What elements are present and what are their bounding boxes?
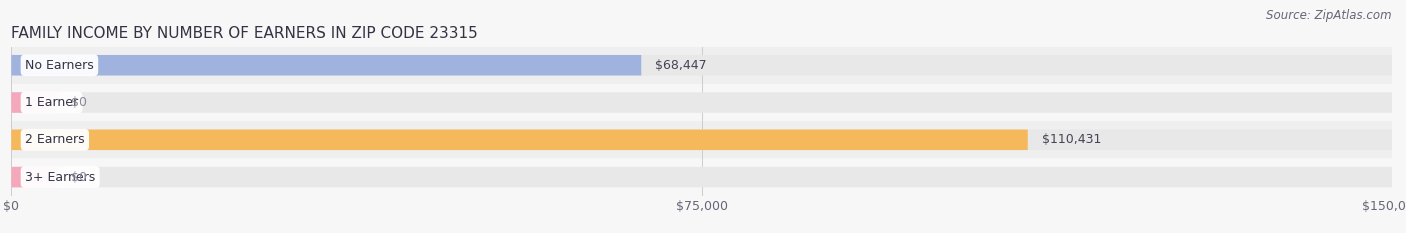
Text: Source: ZipAtlas.com: Source: ZipAtlas.com bbox=[1267, 9, 1392, 22]
FancyBboxPatch shape bbox=[11, 130, 1028, 150]
Text: $0: $0 bbox=[72, 171, 87, 184]
FancyBboxPatch shape bbox=[11, 92, 1392, 113]
Text: No Earners: No Earners bbox=[25, 59, 94, 72]
FancyBboxPatch shape bbox=[11, 84, 1392, 121]
FancyBboxPatch shape bbox=[11, 55, 641, 75]
FancyBboxPatch shape bbox=[11, 121, 1392, 158]
FancyBboxPatch shape bbox=[11, 167, 58, 187]
Text: 1 Earner: 1 Earner bbox=[25, 96, 79, 109]
FancyBboxPatch shape bbox=[11, 55, 1392, 75]
Text: $68,447: $68,447 bbox=[655, 59, 707, 72]
FancyBboxPatch shape bbox=[11, 167, 1392, 187]
FancyBboxPatch shape bbox=[11, 158, 1392, 196]
Text: 2 Earners: 2 Earners bbox=[25, 133, 84, 146]
Text: $110,431: $110,431 bbox=[1042, 133, 1101, 146]
Text: FAMILY INCOME BY NUMBER OF EARNERS IN ZIP CODE 23315: FAMILY INCOME BY NUMBER OF EARNERS IN ZI… bbox=[11, 26, 478, 41]
FancyBboxPatch shape bbox=[11, 47, 1392, 84]
Text: $0: $0 bbox=[72, 96, 87, 109]
Text: 3+ Earners: 3+ Earners bbox=[25, 171, 96, 184]
FancyBboxPatch shape bbox=[11, 130, 1392, 150]
FancyBboxPatch shape bbox=[11, 92, 58, 113]
